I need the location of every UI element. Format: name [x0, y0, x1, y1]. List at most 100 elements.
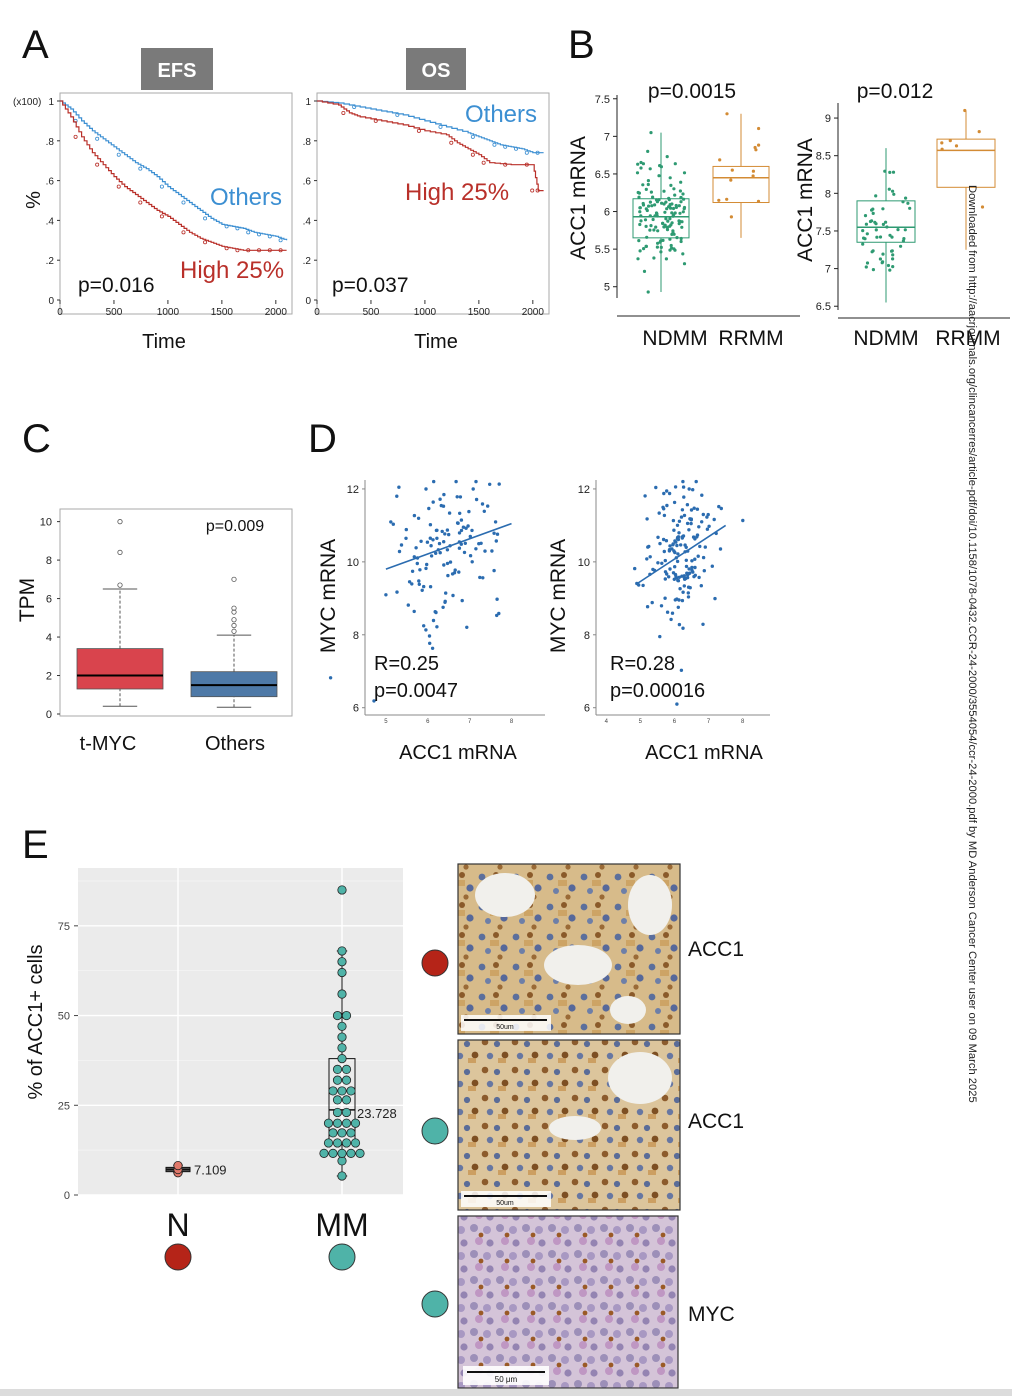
- b1-point: [664, 257, 669, 261]
- b2-point: [977, 130, 981, 134]
- d1-point: [454, 479, 458, 484]
- d2-point: [687, 572, 691, 576]
- b1-point: [664, 200, 668, 204]
- b1-point: [680, 225, 684, 229]
- b1-point: [677, 204, 681, 208]
- b2-point: [873, 220, 877, 224]
- b1-point: [637, 191, 642, 195]
- efs-x-tick-label: 1500: [211, 307, 234, 318]
- os-plot-frame: [316, 92, 550, 315]
- efs-y-multiplier: (x100): [13, 97, 41, 108]
- b2-x-label-ndmm: NDMM: [853, 327, 918, 350]
- d1-x-ticks: 5 6 7 8: [384, 719, 514, 725]
- e-x-label-n: N: [166, 1207, 189, 1243]
- os-censor-mark: [438, 124, 443, 129]
- d1-point: [424, 628, 428, 632]
- d2-point: [665, 489, 669, 493]
- d2-point: [675, 702, 679, 706]
- c-outlier: [117, 549, 123, 556]
- b2-point: [980, 205, 985, 209]
- d1-point: [404, 527, 408, 532]
- b1-point: [644, 244, 648, 248]
- os-censor-mark: [535, 150, 540, 155]
- efs-censor-mark: [246, 230, 251, 235]
- d2-point: [691, 488, 695, 492]
- e-mm-point: [346, 1086, 356, 1096]
- b2-rrmm-box: [936, 138, 996, 188]
- d1-point: [457, 531, 462, 535]
- b2-point: [865, 261, 870, 265]
- b2-point: [904, 196, 908, 200]
- efs-x-ticks: 0 500 1000 1500 2000: [57, 300, 287, 318]
- os-x-ticks: 0 500 1000 1500 2000: [314, 300, 544, 318]
- b2-point: [871, 211, 875, 215]
- efs-y-tick-label: 1: [48, 97, 54, 108]
- d2-point: [705, 527, 710, 531]
- d1-point: [406, 603, 410, 607]
- b1-point: [638, 222, 642, 227]
- b2-point: [890, 235, 894, 239]
- b1-point: [668, 224, 672, 228]
- d2-point: [703, 545, 707, 549]
- d1-point: [395, 494, 399, 498]
- os-y-tick-label: .8: [303, 137, 312, 148]
- efs-censor-mark: [95, 136, 100, 141]
- d1-y-tick-label: 12: [347, 484, 359, 496]
- e-y-tick-label: 75: [58, 921, 70, 933]
- c-outlier: [117, 582, 123, 588]
- d2-point: [687, 487, 691, 491]
- efs-censor-mark: [278, 248, 283, 253]
- d2-point: [645, 557, 649, 561]
- d1-point: [456, 521, 460, 525]
- b1-point: [659, 245, 663, 249]
- b1-point: [679, 236, 683, 241]
- panel-a: A EFS (x100) % 0.2.4.6.81 0 500 1000 1500 20…: [13, 23, 550, 353]
- d2-point: [673, 539, 677, 543]
- d2-point: [718, 547, 723, 551]
- d1-point: [443, 532, 447, 536]
- os-tag-label: OS: [422, 60, 451, 82]
- km-plot-os: OS 0 .2 .4 .6 .8 1 0 500 1000 1500 2000 Others Hi…: [303, 48, 550, 353]
- d2-point: [681, 485, 686, 489]
- d2-point: [694, 479, 698, 484]
- d2-point: [685, 503, 690, 507]
- c-x-label-tmyc: t-MYC: [80, 733, 137, 755]
- e-mm-point: [341, 1075, 352, 1085]
- b2-point: [891, 189, 895, 193]
- b1-point: [667, 205, 671, 209]
- b1-point: [679, 239, 683, 244]
- panel-letter-c: C: [22, 417, 51, 461]
- d2-point: [685, 575, 690, 580]
- c-outlier: [231, 576, 237, 582]
- b2-point: [901, 239, 906, 243]
- d2-point: [686, 591, 690, 595]
- d2-point: [656, 535, 660, 539]
- b2-y-ticks: 6.5 7 7.5 8 8.5 9: [816, 103, 839, 313]
- b1-point: [651, 217, 655, 222]
- efs-censor-mark: [278, 238, 283, 243]
- d2-point: [665, 610, 670, 614]
- ihc-image-2-scale-text: 50um: [496, 1200, 514, 1207]
- b1-point: [638, 210, 642, 214]
- e-mm-point: [328, 1086, 338, 1096]
- scatter-plot-d1: MYC mRNA 6 8 10 12 5 6 7 8 R=0.25 p=0.0047 ACC…: [317, 479, 545, 764]
- d2-x-ticks: 4 5 6 7 8: [605, 719, 745, 725]
- e-mm-point: [328, 1148, 338, 1158]
- d2-point: [688, 517, 693, 521]
- b1-point: [663, 223, 667, 227]
- e-boxes: 7.109 23.728: [165, 885, 397, 1181]
- os-y-tick-label: 1: [305, 97, 311, 108]
- d2-point: [650, 600, 654, 605]
- b1-point: [673, 211, 677, 215]
- d1-point: [431, 500, 435, 504]
- d2-point: [671, 518, 676, 523]
- b1-y-tick-label: 5.5: [595, 244, 610, 256]
- b1-point: [655, 200, 660, 204]
- ihc-image-row-2: 50um ACC1: [421, 1039, 744, 1211]
- c-outlier: [231, 622, 237, 629]
- b2-point: [901, 200, 905, 204]
- d1-point: [425, 562, 429, 567]
- d2-point: [690, 565, 694, 570]
- b1-y-tick-label: 5: [604, 282, 610, 294]
- b1-point: [681, 252, 685, 256]
